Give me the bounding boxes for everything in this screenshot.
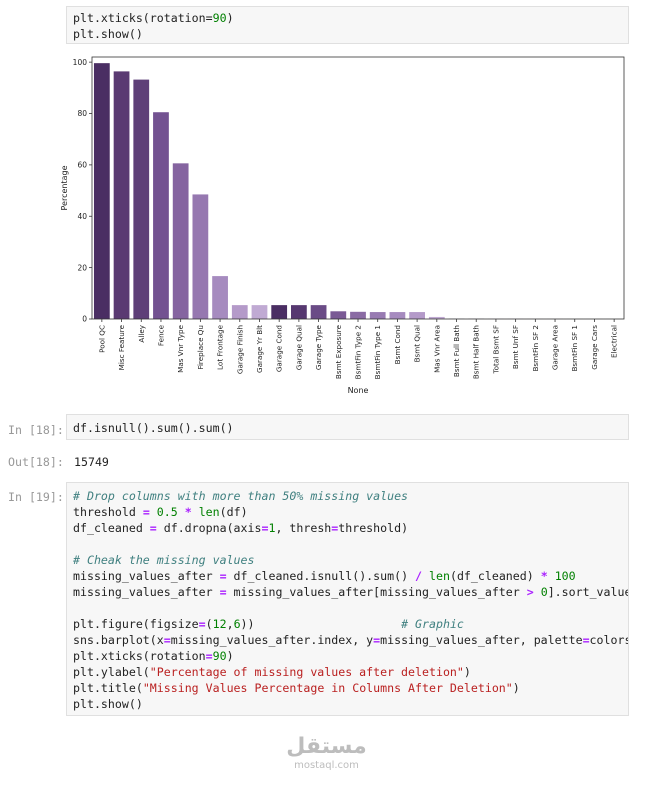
plot-frame: [91, 56, 625, 320]
bar-bsmtfin-type-1: [369, 312, 386, 319]
y-tick-label: 60: [77, 161, 87, 170]
bar-pool-qc: [93, 63, 110, 320]
bar-group: [93, 63, 623, 320]
x-tick-label: Garage Yr Blt: [255, 325, 264, 373]
x-tick-label: Bsmt Half Bath: [472, 325, 481, 379]
x-tick-label: Bsmt Cond: [393, 325, 402, 364]
code-line: plt.title("Missing Values Percentage in …: [73, 681, 520, 695]
x-tick-label: Garage Type: [314, 324, 323, 370]
code-blank: [67, 536, 628, 552]
x-tick-label: Garage Area: [551, 325, 560, 370]
y-tick-label: 100: [73, 58, 88, 67]
code-line: threshold = 0.5 * len(df): [73, 505, 248, 519]
bar-misc-feature: [113, 71, 130, 320]
code-line: missing_values_after = df_cleaned.isnull…: [73, 569, 576, 583]
x-tick-label: Fireplace Qu: [196, 325, 205, 370]
x-tick-label: Alley: [137, 324, 146, 342]
input-prompt: In [19]:: [8, 490, 64, 504]
y-tick-label: 80: [77, 109, 87, 118]
x-tick-label: Total Bsmt SF: [491, 325, 500, 375]
bar-bsmtfin-type-2: [350, 311, 366, 319]
y-axis: 0 20 40 60 80 100: [73, 58, 92, 324]
code-line: missing_values_after = missing_values_af…: [73, 585, 628, 599]
code-cell-19[interactable]: # Drop columns with more than 50% missin…: [66, 482, 629, 716]
bar-garage-yr-blt: [251, 305, 268, 319]
code-cell-18[interactable]: df.isnull().sum().sum(): [66, 414, 629, 440]
input-prompt: In [18]:: [8, 423, 64, 437]
bar-garage-finish: [231, 305, 248, 319]
x-tick-label: Pool QC: [97, 325, 106, 353]
bar-alley: [133, 79, 150, 320]
x-tick-label: Fence: [156, 324, 165, 346]
bar-mas-vnr-type: [172, 163, 189, 319]
x-tick-label: BsmtFin Type 2: [354, 325, 363, 379]
x-tick-label: Mas Vnr Area: [432, 325, 441, 373]
bar-chart: 0 20 40 60 80 100 Pool QC Misc Feature Alley Fen…: [60, 56, 625, 395]
code-comment: # Drop columns with more than 50% missin…: [73, 489, 409, 503]
code-comment: # Cheak the missing values: [73, 553, 255, 567]
code-line: plt.ylabel("Percentage of missing values…: [73, 665, 471, 679]
x-axis-label: None: [348, 386, 369, 395]
x-tick-label: Garage Cars: [590, 325, 599, 370]
bar-garage-type: [310, 305, 327, 319]
bar-bsmt-cond: [389, 312, 406, 319]
code-line: plt.xticks(rotation=90): [73, 649, 234, 663]
code-line: plt.show(): [73, 697, 143, 711]
output-prompt: Out[18]:: [8, 455, 64, 469]
x-tick-label: Garage Cond: [275, 325, 284, 372]
code-cell-top[interactable]: plt.xticks(rotation=90) plt.show(): [66, 6, 629, 44]
watermark-url: mostaql.com: [294, 760, 359, 771]
x-tick-label: BsmtFin Type 1: [373, 325, 382, 379]
x-tick-label: Lot Frontage: [216, 324, 225, 370]
bar-fireplace-qu: [192, 194, 209, 319]
output-value: 15749: [74, 455, 109, 469]
bar-fence: [153, 112, 169, 319]
y-tick-label: 0: [82, 315, 87, 324]
x-tick-label: Bsmt Qual: [413, 325, 422, 362]
code-line: plt.figure(figsize=(12,6)) # Graphic: [73, 617, 464, 631]
watermark-logo: مستقل: [286, 734, 367, 759]
code-line: sns.barplot(x=missing_values_after.index…: [73, 633, 628, 647]
bar-garage-qual: [291, 305, 307, 319]
y-tick-label: 20: [77, 263, 87, 272]
x-tick-label: Electrical: [610, 325, 619, 358]
x-tick-label: Misc Feature: [117, 324, 126, 370]
code-line: df.isnull().sum().sum(): [73, 421, 234, 435]
code-blank: [67, 600, 628, 616]
bar-mas-vnr-area: [428, 316, 445, 319]
y-tick-label: 40: [77, 212, 87, 221]
bar-lot-frontage: [212, 276, 228, 319]
x-tick-label: BsmtFin SF 2: [531, 325, 540, 372]
x-tick-label: Bsmt Exposure: [334, 324, 343, 379]
x-tick-label: Bsmt Full Bath: [452, 325, 461, 377]
code-line: plt.show(): [73, 27, 143, 41]
code-line: plt.xticks(rotation=90): [73, 11, 234, 25]
x-tick-label: Bsmt Unf SF: [511, 325, 520, 369]
x-tick-label: Garage Qual: [294, 325, 303, 370]
code-line: df_cleaned = df.dropna(axis=1, thresh=th…: [73, 521, 409, 535]
bar-bsmt-qual: [409, 312, 425, 319]
bar-garage-cond: [271, 305, 288, 319]
x-tick-label: Mas Vnr Type: [176, 324, 185, 372]
x-axis: Pool QC Misc Feature Alley Fence Mas Vnr Typ…: [97, 319, 619, 379]
x-tick-label: Garage Finish: [235, 325, 244, 374]
x-tick-label: BsmtFin SF 1: [570, 325, 579, 372]
bar-bsmt-exposure: [330, 311, 347, 319]
y-axis-label: Percentage: [60, 165, 69, 210]
